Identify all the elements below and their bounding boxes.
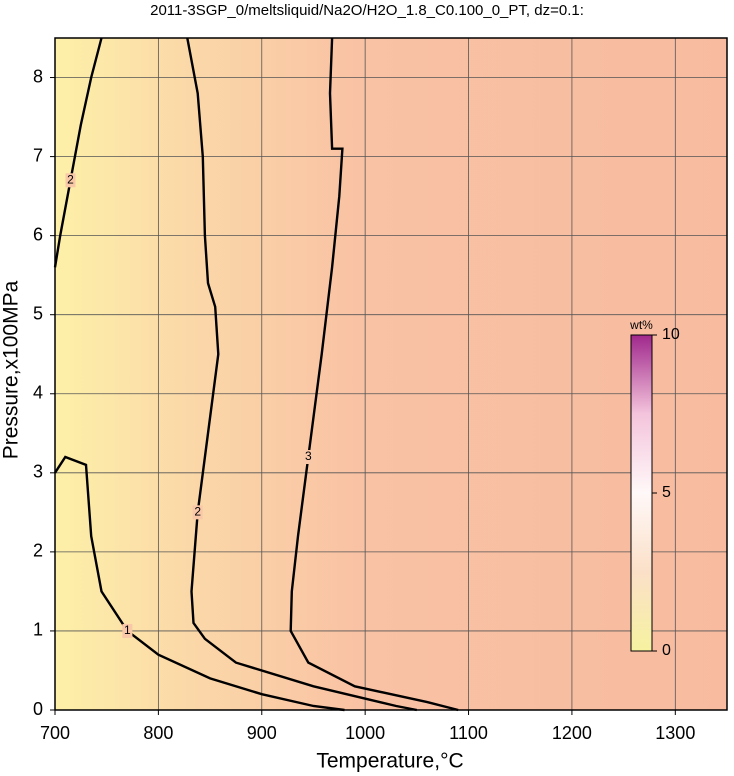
contour-label-bg [122,623,133,638]
contour-label: 1 [124,623,131,637]
contour-label-bg [192,505,203,520]
colorbar-tick-label: 0 [662,642,671,659]
contour-line [186,37,418,712]
contour-label: 2 [67,172,74,186]
x-tick-label: 1200 [552,723,592,743]
y-tick-label: 1 [33,620,43,640]
y-tick-label: 8 [33,66,43,86]
colorbar-tick-label: 5 [662,484,671,501]
chart-title: 2011-3SGP_0/meltsliquid/Na2O/H2O_1.8_C0.… [150,2,584,19]
x-axis-label: Temperature,°C [316,750,463,773]
contour-label: 3 [305,449,312,463]
y-tick-label: 4 [33,383,43,403]
y-tick-label: 7 [33,145,43,165]
x-tick-label: 800 [143,723,173,743]
colorbar-tick-label: 10 [662,326,680,343]
x-tick-label: 700 [40,723,70,743]
x-tick-label: 1100 [449,723,488,743]
y-tick-label: 2 [33,541,43,561]
contour-label: 2 [194,505,201,519]
y-tick-label: 0 [33,699,43,719]
x-tick-label: 900 [247,723,277,743]
y-tick-label: 3 [33,462,43,482]
contour-label-bg [65,173,76,188]
colorbar-label: wt% [629,318,653,332]
y-tick-label: 6 [33,224,43,244]
x-tick-label: 1300 [655,723,695,743]
y-axis-label: Pressure,x100MPa [0,280,23,459]
contour-line [53,37,103,268]
colorbar [630,334,653,652]
y-tick-label: 5 [33,303,43,323]
x-tick-label: 1000 [345,723,385,743]
plot-frame [54,37,728,711]
contour-label-bg [303,450,314,465]
plot-background [55,38,727,710]
